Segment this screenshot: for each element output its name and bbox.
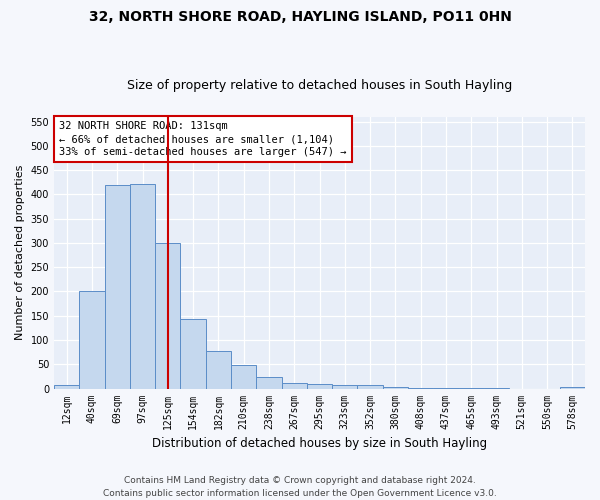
Bar: [256, 377, 281, 388]
Y-axis label: Number of detached properties: Number of detached properties: [15, 165, 25, 340]
Bar: [281, 382, 307, 388]
Bar: [560, 387, 585, 388]
X-axis label: Distribution of detached houses by size in South Hayling: Distribution of detached houses by size …: [152, 437, 487, 450]
Text: 32, NORTH SHORE ROAD, HAYLING ISLAND, PO11 0HN: 32, NORTH SHORE ROAD, HAYLING ISLAND, PO…: [89, 10, 511, 24]
Bar: [54, 384, 79, 388]
Bar: [307, 384, 332, 388]
Bar: [332, 384, 358, 388]
Text: Contains HM Land Registry data © Crown copyright and database right 2024.
Contai: Contains HM Land Registry data © Crown c…: [103, 476, 497, 498]
Bar: [383, 387, 408, 388]
Bar: [231, 365, 256, 388]
Bar: [130, 184, 155, 388]
Bar: [79, 292, 104, 388]
Bar: [155, 243, 181, 388]
Bar: [104, 184, 130, 388]
Bar: [181, 319, 206, 388]
Text: 32 NORTH SHORE ROAD: 131sqm
← 66% of detached houses are smaller (1,104)
33% of : 32 NORTH SHORE ROAD: 131sqm ← 66% of det…: [59, 121, 347, 158]
Bar: [206, 351, 231, 389]
Bar: [358, 384, 383, 388]
Title: Size of property relative to detached houses in South Hayling: Size of property relative to detached ho…: [127, 79, 512, 92]
